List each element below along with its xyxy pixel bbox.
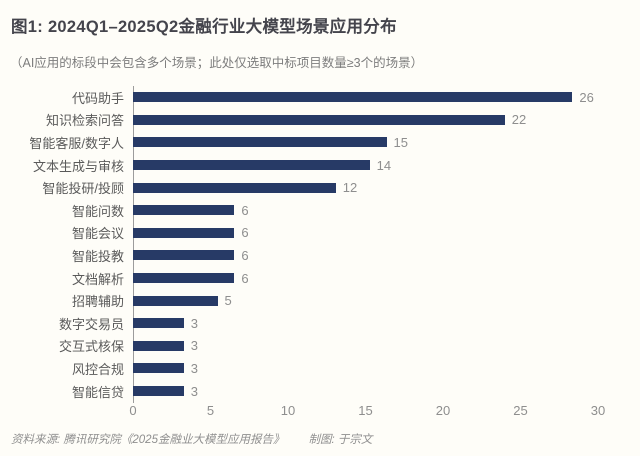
- x-tick-label: 5: [206, 403, 215, 418]
- y-axis-line: [133, 86, 134, 403]
- bar: [133, 227, 235, 238]
- value-label: 15: [393, 134, 408, 150]
- chart-subtitle: （AI应用的标段中会包含多个场景；此处仅选取中标项目数量≥3个的场景）: [10, 56, 424, 70]
- bar: [133, 92, 573, 103]
- value-label: 3: [190, 360, 198, 376]
- value-label: 6: [241, 247, 249, 263]
- x-tick-label: 30: [590, 403, 606, 418]
- value-label: 5: [224, 293, 232, 309]
- bar: [133, 205, 235, 216]
- value-label: 6: [241, 225, 249, 241]
- source-text: 资料来源: 腾讯研究院《2025金融业大模型应用报告》: [11, 434, 285, 446]
- category-label: 交互式核保: [58, 339, 124, 355]
- bar: [133, 386, 184, 397]
- chart-title: 图1: 2024Q1–2025Q2金融行业大模型场景应用分布: [11, 18, 397, 36]
- bar: [133, 363, 184, 374]
- category-label: 知识检索问答: [45, 113, 124, 129]
- chart-row: 智能投教 6: [0, 244, 640, 267]
- bar: [133, 318, 184, 329]
- chart-row: 代码助手 26: [0, 86, 640, 109]
- value-label: 26: [579, 89, 594, 105]
- category-label: 智能投研/投顾: [42, 181, 124, 197]
- chart-row: 智能信贷 3: [0, 380, 640, 403]
- chart-row: 智能投研/投顾 12: [0, 176, 640, 199]
- chart-row: 文档解析 6: [0, 267, 640, 290]
- category-label: 智能客服/数字人: [29, 135, 124, 151]
- bar: [133, 273, 235, 284]
- bar: [133, 250, 235, 261]
- bar: [133, 182, 336, 193]
- chart-footer: 资料来源: 腾讯研究院《2025金融业大模型应用报告》 制图: 于宗文: [11, 431, 372, 447]
- category-label: 代码助手: [71, 90, 124, 106]
- category-label: 文档解析: [71, 271, 124, 287]
- chart-row: 智能问数 6: [0, 199, 640, 222]
- bar: [133, 160, 370, 171]
- chart-row: 知识检索问答 22: [0, 109, 640, 132]
- category-label: 智能信贷: [71, 384, 124, 400]
- value-label: 22: [511, 112, 527, 128]
- category-label: 智能问数: [71, 203, 124, 219]
- value-label: 14: [376, 157, 392, 173]
- chart-row: 智能客服/数字人 15: [0, 131, 640, 154]
- chart-row: 招聘辅助 5: [0, 289, 640, 312]
- bar: [133, 340, 184, 351]
- value-label: 3: [190, 383, 198, 399]
- chart-row: 文本生成与审核 14: [0, 154, 640, 177]
- category-label: 智能会议: [71, 226, 124, 242]
- x-tick-label: 10: [280, 403, 296, 418]
- chart-rows: 代码助手 26 知识检索问答 22 智能客服/数字人 15 文本生成与审核 14…: [0, 86, 640, 402]
- credit-text: 制图: 于宗文: [308, 434, 373, 446]
- x-tick-label: 25: [513, 403, 528, 418]
- value-label: 6: [241, 202, 249, 218]
- x-axis-tick-labels: 0 5 10 15 20 25 30: [0, 403, 640, 419]
- category-label: 智能投教: [71, 248, 124, 264]
- value-label: 3: [190, 338, 198, 354]
- x-tick-label: 20: [435, 403, 451, 418]
- category-label: 风控合规: [71, 361, 124, 377]
- x-tick-label: 0: [129, 403, 137, 418]
- chart-row: 数字交易员 3: [0, 312, 640, 335]
- category-label: 招聘辅助: [71, 294, 124, 310]
- bar: [133, 295, 218, 306]
- value-label: 3: [190, 315, 198, 331]
- category-label: 数字交易员: [58, 316, 124, 332]
- bar: [133, 114, 505, 125]
- chart-row: 风控合规 3: [0, 357, 640, 380]
- value-label: 12: [342, 180, 358, 196]
- bar: [133, 137, 387, 148]
- category-label: 文本生成与审核: [32, 158, 124, 174]
- chart-row: 智能会议 6: [0, 222, 640, 245]
- value-label: 6: [241, 270, 249, 286]
- x-tick-label: 15: [358, 403, 373, 418]
- chart-row: 交互式核保 3: [0, 335, 640, 358]
